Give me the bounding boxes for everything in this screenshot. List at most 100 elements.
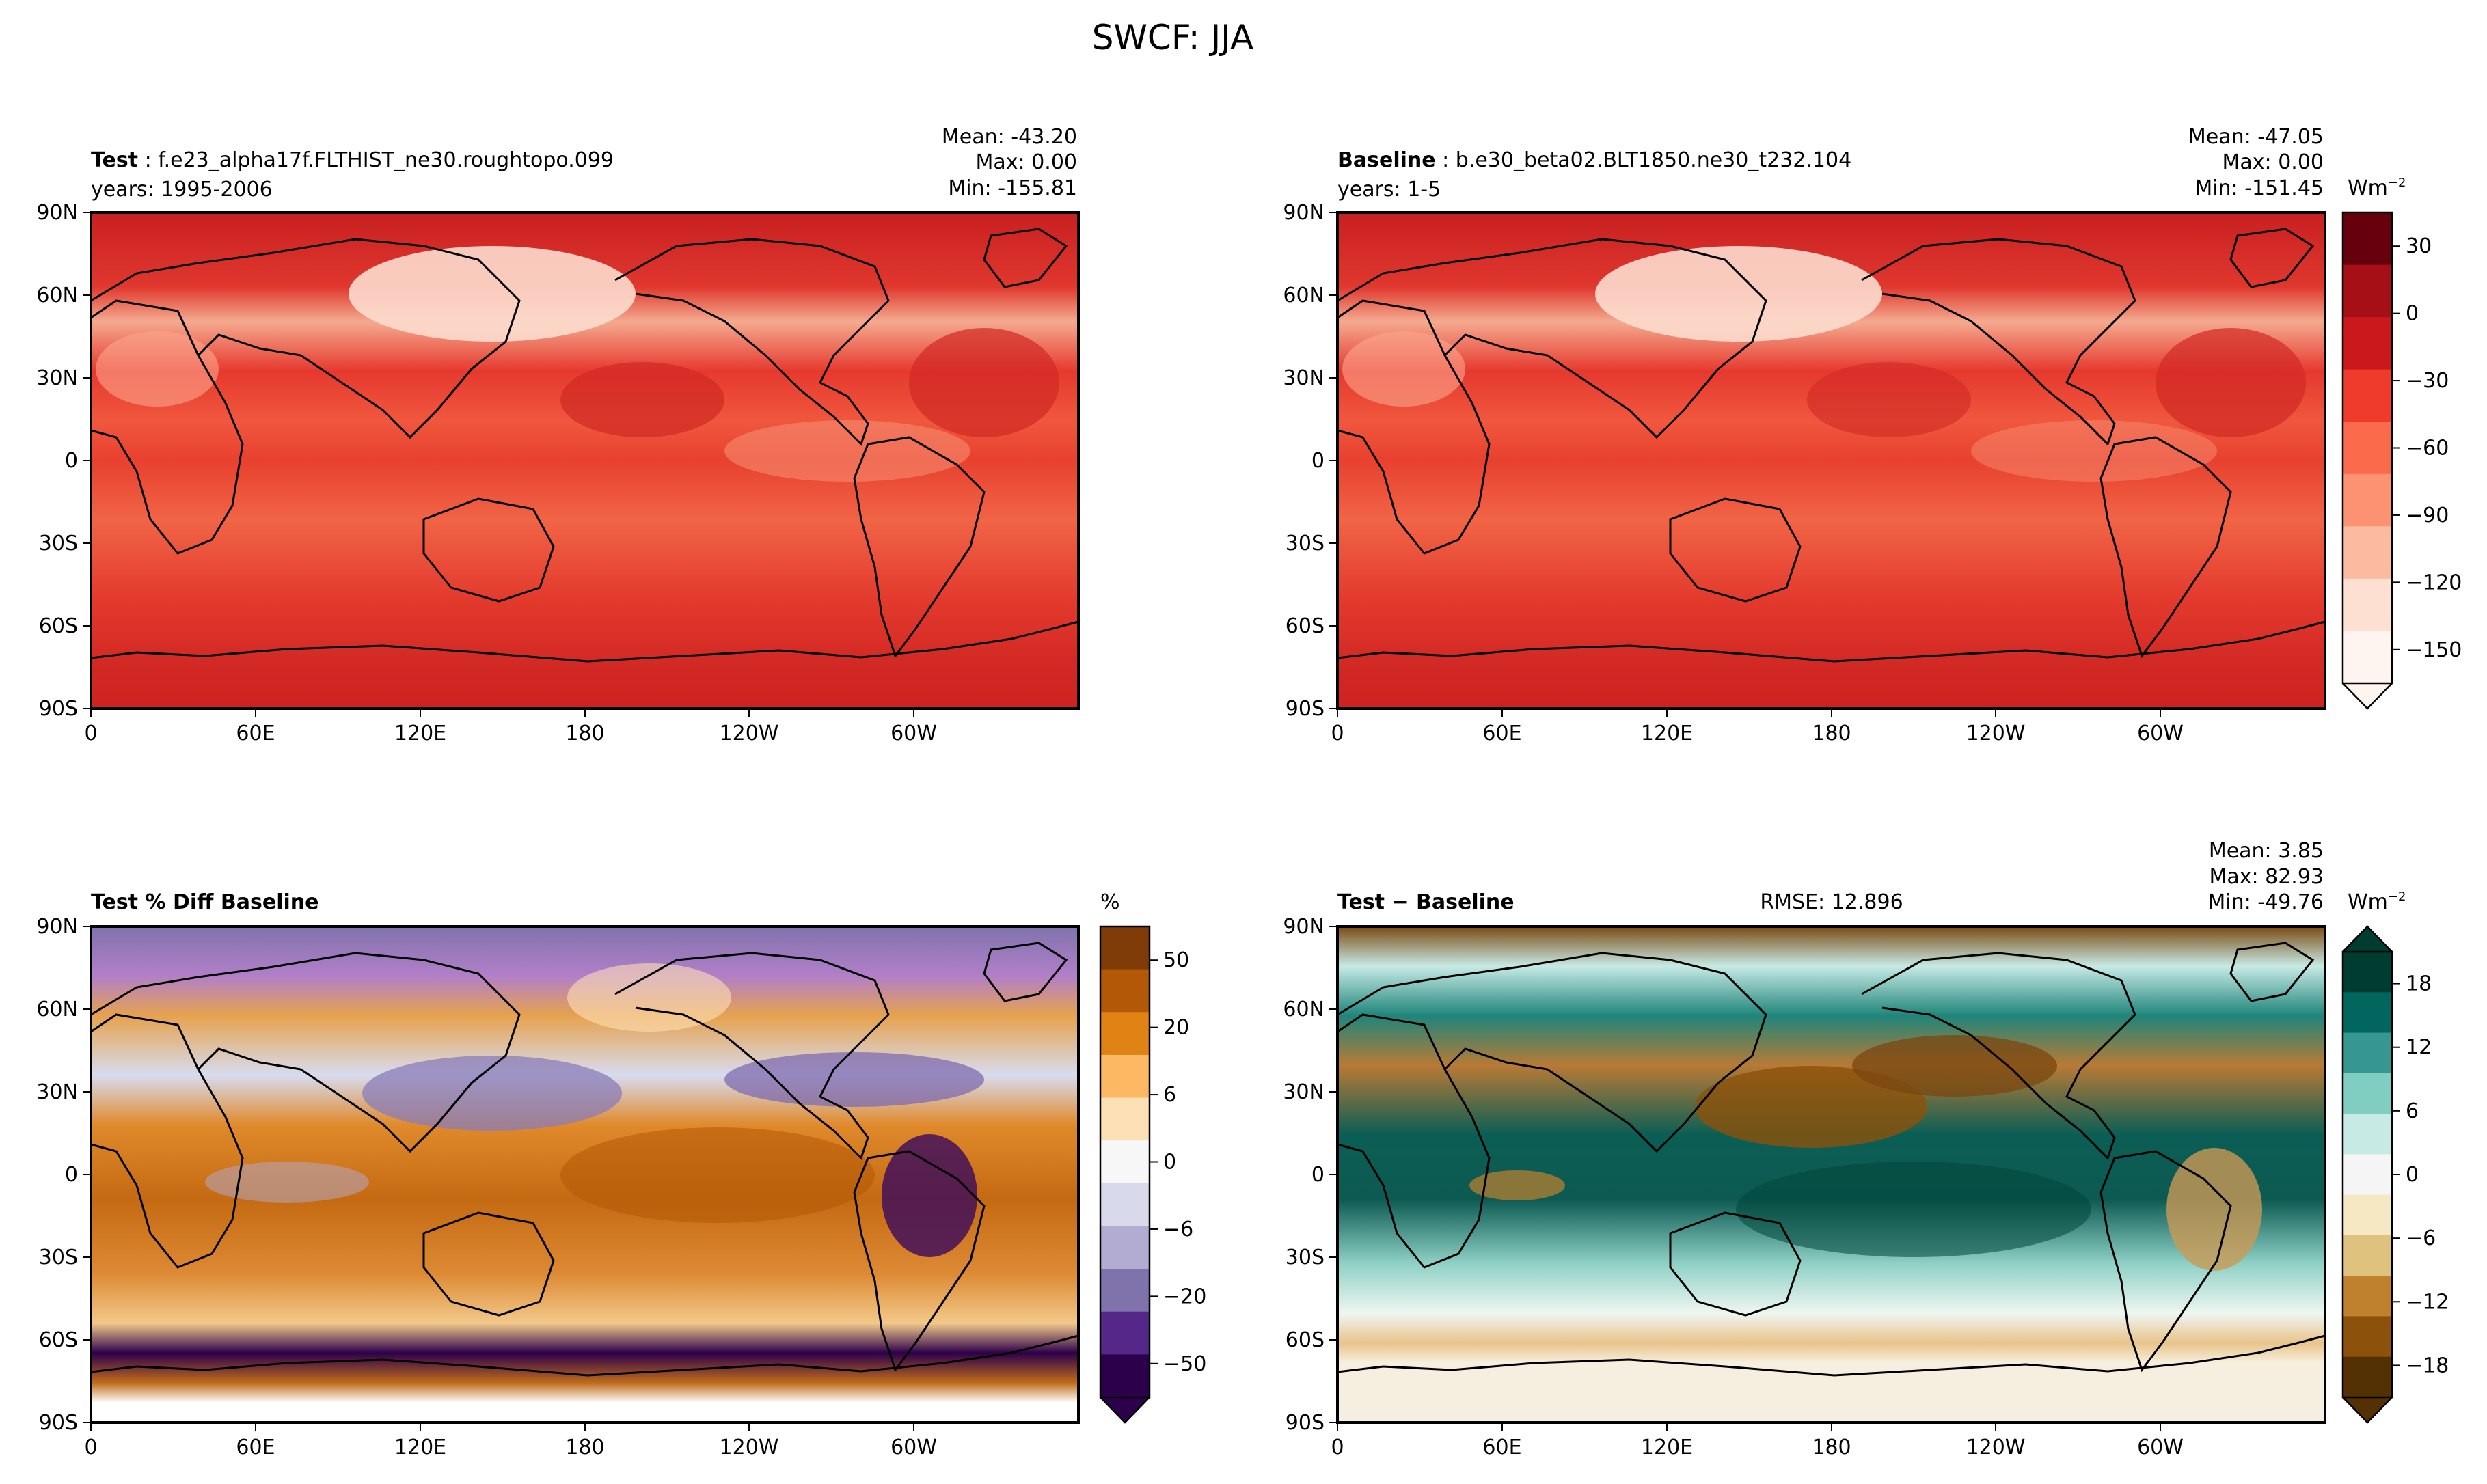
panel-diff-title-rest: − Baseline — [1385, 890, 1514, 914]
panel-diff-xtick-label: 60W — [2137, 1435, 2184, 1459]
panel-baseline-xtick-label: 60E — [1482, 722, 1521, 745]
colorbar-top-tick-label: −90 — [2406, 504, 2449, 527]
colorbar-pct-tick-label: 0 — [1163, 1151, 1176, 1174]
panel-baseline-ytick-label: 60N — [1283, 284, 1324, 307]
colorbar-top: Wm−2 30 0 −30 −60 −90 −120 −150 — [2341, 176, 2462, 710]
colorbar-pct-band — [1100, 1140, 1150, 1184]
panel-baseline-features — [1342, 246, 2306, 482]
panel-pct-diff-feature-3 — [882, 1134, 977, 1257]
panel-diff-features — [1469, 1035, 2262, 1271]
panel-pct-diff-ytick-label: 30S — [39, 1246, 78, 1269]
panel-baseline-feature-4 — [1971, 420, 2217, 482]
panel-baseline-title-bold: Baseline — [1337, 148, 1436, 172]
panel-diff-max: Max: 82.93 — [2209, 865, 2324, 889]
colorbar-top-band — [2343, 526, 2392, 579]
panel-diff-xticks — [1337, 1423, 2161, 1431]
colorbar-diff-tick-label: −12 — [2406, 1290, 2449, 1314]
colorbar-diff-tick-label: −6 — [2406, 1226, 2436, 1250]
panel-test-ytick-label: 60N — [36, 284, 78, 307]
panel-diff-feature-1 — [1695, 1066, 1927, 1148]
colorbar-top-tick-label: −60 — [2406, 437, 2449, 461]
panel-diff-title: Test − Baseline — [1337, 890, 1514, 914]
panel-diff-ytick-label: 90S — [1286, 1411, 1324, 1435]
colorbar-diff-bands — [2343, 952, 2392, 1398]
colorbar-pct-bands — [1100, 926, 1150, 1398]
colorbar-top-unit-exp: −2 — [2388, 176, 2406, 190]
colorbar-top-unit: Wm−2 — [2348, 176, 2406, 200]
panel-test-feature-2 — [560, 362, 724, 437]
panel-baseline-ytick-labels: 90N 60N 30N 0 30S 60S 90S — [1283, 201, 1324, 721]
figure-title: SWCF: JJA — [1092, 18, 1254, 57]
panel-baseline-coast-antarctica — [1337, 620, 2326, 663]
colorbar-top-tick-label: 30 — [2406, 234, 2432, 258]
panel-test-xtick-label: 60W — [891, 722, 937, 745]
panel-test-ytick-label: 0 — [65, 449, 78, 473]
colorbar-diff-band — [2343, 1276, 2392, 1317]
panel-diff-min: Min: -49.76 — [2207, 890, 2324, 914]
panel-pct-diff-ytick-labels: 90N 60N 30N 0 30S 60S 90S — [36, 915, 78, 1435]
panel-diff-ytick-label: 60N — [1283, 998, 1324, 1021]
colorbar-pct-ticks: 50 20 6 0 −6 −20 −50 — [1150, 948, 1206, 1376]
panel-pct-diff-coast-australia — [422, 1211, 555, 1317]
panel-baseline: Baseline : b.e30_beta02.BLT1850.ne30_t23… — [1283, 125, 2462, 745]
panel-diff-mean: Mean: 3.85 — [2209, 839, 2324, 863]
panel-test-feature-3 — [909, 328, 1059, 437]
panel-baseline-years: years: 1-5 — [1337, 178, 1441, 202]
panel-test-coast-eurasia — [90, 238, 521, 439]
panel-pct-diff-feature-5 — [567, 963, 731, 1032]
panel-diff-feature-5 — [1736, 1162, 2091, 1257]
panel-diff-xtick-label: 120W — [1966, 1435, 2026, 1459]
colorbar-diff-band — [2343, 992, 2392, 1034]
panel-baseline-feature-2 — [1807, 362, 1971, 437]
colorbar-pct-tick-label: −6 — [1163, 1218, 1193, 1241]
colorbar-top-band — [2343, 369, 2392, 422]
panel-pct-diff-feature-6 — [205, 1162, 369, 1203]
panel-test-xtick-labels: 0 60E 120E 180 120W 60W — [84, 722, 936, 745]
panel-test-coast-south-america — [853, 436, 986, 659]
colorbar-pct: % 50 20 6 0 −6 −20 −50 — [1099, 890, 1206, 1424]
panel-baseline-coast-australia — [1669, 497, 1802, 603]
panel-diff-xtick-label: 180 — [1812, 1435, 1851, 1459]
panel-pct-diff-coastlines — [90, 942, 1079, 1377]
panel-diff-feature-4 — [1469, 1170, 1565, 1200]
colorbar-pct-tick-label: 6 — [1163, 1083, 1176, 1107]
panel-baseline-xtick-label: 60W — [2137, 722, 2184, 745]
panel-diff: Test − Baseline RMSE: 12.896 Mean: 3.85 … — [1283, 839, 2449, 1459]
panel-pct-diff-feature-1 — [362, 1056, 622, 1131]
panel-pct-diff-coast-south-america — [853, 1150, 986, 1373]
panel-baseline-xticks — [1337, 709, 2161, 717]
colorbar-diff-unit: Wm−2 — [2348, 890, 2406, 914]
panel-diff-coast-antarctica — [1337, 1334, 2326, 1377]
panel-test-coast-antarctica — [90, 620, 1079, 663]
panel-baseline-ytick-label: 60S — [1286, 614, 1324, 638]
panel-baseline-ytick-label: 30S — [1286, 532, 1324, 555]
colorbar-pct-band — [1100, 1269, 1150, 1313]
panel-diff-ytick-label: 0 — [1312, 1163, 1324, 1187]
panel-diff-feature-2 — [1852, 1035, 2057, 1097]
panel-pct-diff-ytick-label: 60N — [36, 998, 78, 1021]
panel-test-xtick-label: 120W — [720, 722, 779, 745]
colorbar-diff-extend-bottom — [2342, 1397, 2393, 1424]
panel-baseline-mean: Mean: -47.05 — [2188, 125, 2324, 149]
panel-test-xtick-label: 60E — [236, 722, 275, 745]
panel-baseline-ytick-label: 90N — [1283, 201, 1324, 225]
panel-pct-diff-coast-north-america — [614, 952, 890, 1160]
panel-test-coast-north-america — [614, 238, 890, 446]
panel-baseline-xtick-label: 120E — [1641, 722, 1693, 745]
panel-pct-diff-coast-eurasia — [90, 952, 521, 1153]
colorbar-pct-tick-label: −20 — [1163, 1284, 1206, 1308]
colorbar-pct-tick-label: 20 — [1163, 1016, 1189, 1040]
panel-diff-coast-eurasia — [1337, 952, 1767, 1153]
colorbar-top-tick-label: −150 — [2406, 638, 2462, 662]
panel-pct-diff-ytick-label: 30N — [36, 1080, 78, 1104]
colorbar-top-band — [2343, 264, 2392, 318]
panel-baseline-title: Baseline : b.e30_beta02.BLT1850.ne30_t23… — [1337, 148, 1851, 172]
panel-test-ytick-label: 30N — [36, 366, 78, 390]
panel-diff-coast-greenland — [2229, 942, 2315, 1002]
colorbar-diff-band — [2343, 1235, 2392, 1276]
panel-diff-ytick-label: 30S — [1286, 1246, 1324, 1269]
panel-test-features — [96, 246, 1059, 482]
panel-baseline-yticks — [1329, 212, 1337, 709]
panel-baseline-ytick-label: 30N — [1283, 366, 1324, 390]
panel-diff-ytick-labels: 90N 60N 30N 0 30S 60S 90S — [1283, 915, 1324, 1435]
